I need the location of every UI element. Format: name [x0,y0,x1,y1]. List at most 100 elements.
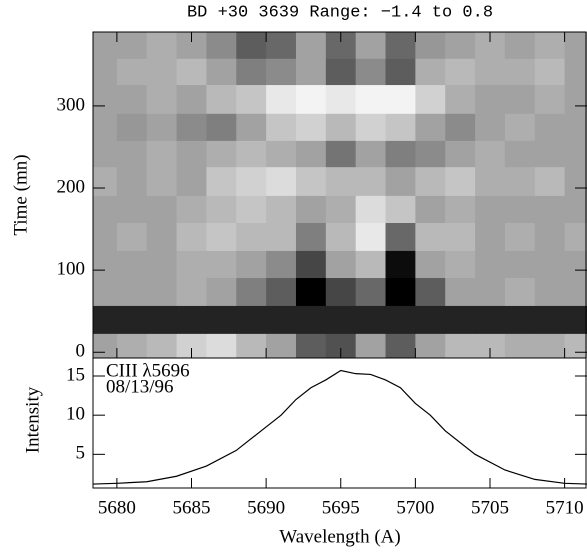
heat-cell [504,222,536,251]
heat-cell [504,58,536,86]
heat-cell [504,250,536,279]
heat-cell [146,32,178,59]
heat-cell [385,166,416,196]
heat-cell [146,305,178,334]
profile-line [92,369,587,485]
heat-cell [295,140,327,168]
heat-cell [475,195,506,224]
heat-cell [176,58,207,86]
heat-cell [504,305,536,334]
heat-cell [295,333,327,358]
x-tick-label: 5695 [322,497,360,518]
heat-cell [504,333,536,358]
heat-cell [146,333,178,358]
heat-cell [445,195,476,224]
heat-cell [295,250,327,279]
heat-cell [534,140,566,168]
heat-cell [385,305,416,334]
heat-cell [415,195,446,224]
heat-cell [116,140,148,168]
heat-cell [355,32,387,59]
heat-cell [564,305,587,334]
heat-cell [93,84,118,114]
heat-cell [564,140,587,168]
heat-cell [295,166,327,196]
heat-cell [564,58,587,86]
heat-cell [415,305,446,334]
heat-cell [385,222,416,251]
heat-cell [236,84,267,114]
heat-cell [355,113,387,141]
y-tick-label: 100 [57,258,86,279]
heat-cell [295,277,327,306]
heat-cell [445,222,476,251]
heat-cell [415,166,446,196]
heat-cell [445,166,476,196]
heat-cell [475,222,506,251]
heat-cell [325,113,357,141]
heat-cell [206,195,237,224]
heat-cell [146,58,178,86]
heat-cell [385,277,416,306]
heat-cell [295,222,327,251]
heat-cell [295,58,327,86]
annotation: CIII λ5696 [106,360,190,381]
heat-cell [116,222,148,251]
heat-cell [266,305,297,334]
heat-cell [266,222,297,251]
heat-cell [415,32,446,59]
heat-cell [564,32,587,59]
heat-cell [93,195,118,224]
heat-cell [415,250,446,279]
heat-cell [325,166,357,196]
y-tick-label: 15 [66,364,85,385]
heat-cell [415,84,446,114]
heat-cell [385,84,416,114]
y-axis-label: Intensity [22,386,43,453]
heat-cell [534,166,566,196]
heat-cell [534,222,566,251]
heat-cell [236,333,267,358]
heat-cell [206,84,237,114]
plot-frame [92,357,587,489]
heat-cell [236,140,267,168]
heat-cell [534,333,566,358]
heat-cell [564,250,587,279]
heat-cell [176,166,207,196]
heat-cell [266,84,297,114]
heat-cell [504,32,536,59]
heat-cell [176,113,207,141]
heat-cell [146,250,178,279]
heat-cell [534,58,566,86]
heat-cell [93,58,118,86]
heat-cell [176,305,207,334]
heat-cell [564,195,587,224]
heat-cell [146,84,178,114]
heatmap [93,32,587,358]
heat-cell [116,113,148,141]
heat-cell [415,277,446,306]
heat-cell [504,166,536,196]
heat-cell [355,195,387,224]
heat-cell [385,250,416,279]
heat-cell [534,32,566,59]
heat-cell [206,58,237,86]
heat-cell [445,250,476,279]
heat-cell [564,166,587,196]
heat-cell [355,277,387,306]
heat-cell [475,305,506,334]
heat-cell [475,250,506,279]
heat-cell [176,250,207,279]
heat-cell [445,58,476,86]
heat-cell [325,58,357,86]
heat-cell [564,222,587,251]
heat-cell [206,32,237,59]
heat-cell [325,195,357,224]
y-tick-label: 10 [66,404,85,425]
x-tick-label: 5680 [98,497,136,518]
heat-cell [295,195,327,224]
heat-cell [295,32,327,59]
heat-cell [266,277,297,306]
heat-cell [504,84,536,114]
